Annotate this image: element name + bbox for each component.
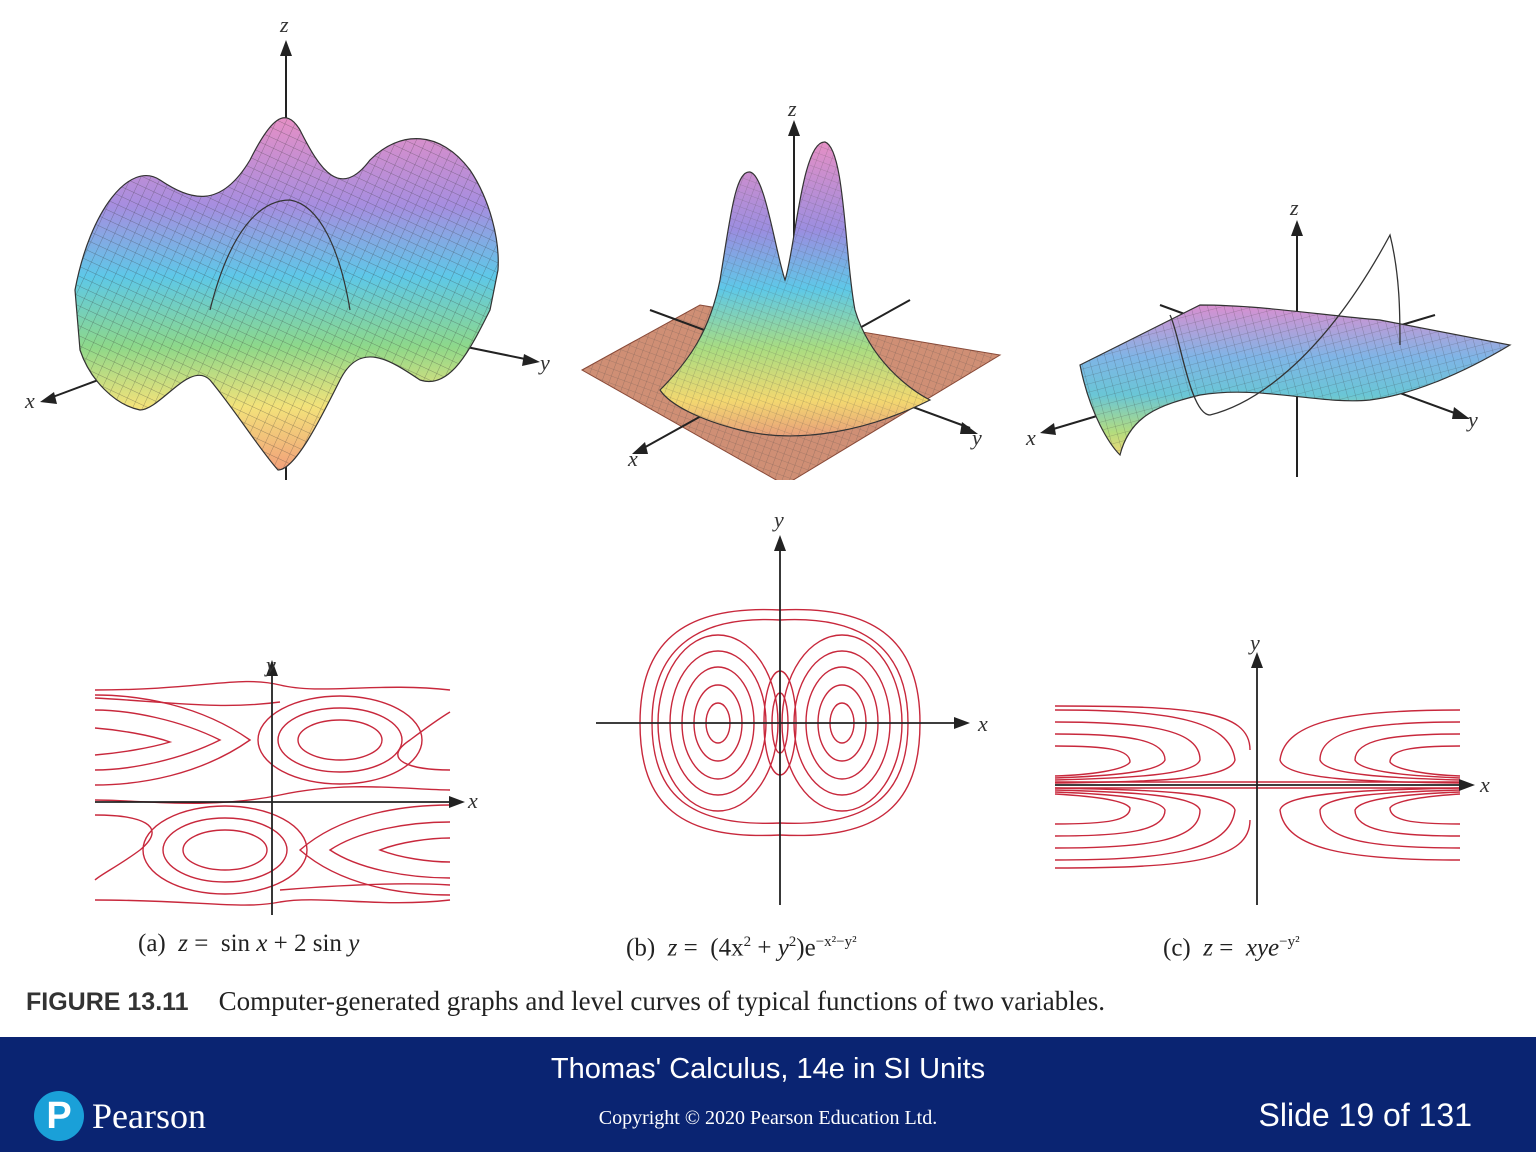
caption-c-exp: −y² xyxy=(1279,934,1300,950)
caption-a-y: y xyxy=(348,930,360,957)
pearson-p-icon: P xyxy=(34,1091,84,1141)
caption-b-plus: + xyxy=(757,934,772,962)
caption-a-sin2: 2 sin xyxy=(294,930,342,957)
graph-b-x-label: x xyxy=(627,446,638,471)
caption-b-eq: = xyxy=(683,934,698,962)
book-title: Thomas' Calculus, 14e in SI Units xyxy=(550,1053,986,1085)
caption-b-label: (b) xyxy=(626,934,656,962)
caption-a-label: (a) xyxy=(138,930,166,957)
graph-3d-b: z y x xyxy=(580,100,1002,480)
graph-c-y-label: y xyxy=(1466,407,1478,432)
caption-a-eq: = xyxy=(194,930,209,957)
pearson-logo: P Pearson xyxy=(34,1091,206,1141)
caption-b-close: )e xyxy=(796,934,816,962)
figure-caption: FIGURE 13.11 Computer-generated graphs an… xyxy=(26,986,1105,1017)
caption-b-z: z xyxy=(667,934,678,962)
graph-b-z-label: z xyxy=(787,100,797,121)
figure-text: Computer-generated graphs and level curv… xyxy=(218,986,1105,1016)
level-c-x-label: x xyxy=(1479,772,1490,797)
pearson-wordmark: Pearson xyxy=(92,1096,206,1136)
graph-b-y-label: y xyxy=(970,425,982,450)
caption-c-rhs: xye xyxy=(1245,934,1280,962)
figure-number: FIGURE 13.11 xyxy=(26,988,189,1016)
level-a-y-label: y xyxy=(264,652,276,677)
level-curves-c: y x xyxy=(1054,630,1490,905)
level-b-y-label: y xyxy=(772,507,784,532)
caption-c-eq: = xyxy=(1219,934,1234,962)
caption-a-z: z xyxy=(178,930,188,957)
caption-c-z: z xyxy=(1203,934,1213,962)
level-b-x-label: x xyxy=(977,711,988,736)
level-a-x-label: x xyxy=(467,788,478,813)
caption-a-plus: + xyxy=(273,930,288,957)
caption-a: (a) z = sin x + 2 sin y xyxy=(138,930,359,958)
caption-b-sq1: 2 xyxy=(743,934,752,950)
graph-a-x-label: x xyxy=(24,388,35,413)
caption-b-exp: −x²−y² xyxy=(815,934,857,950)
slide-counter: Slide 19 of 131 xyxy=(1258,1097,1473,1133)
graph-c-x-label: x xyxy=(1025,425,1036,450)
caption-c: (c) z = xye−y² xyxy=(1163,934,1300,962)
caption-b-open: (4x xyxy=(710,934,744,962)
graph-a-z-label: z xyxy=(279,12,289,37)
level-curves-b: y x xyxy=(596,507,988,905)
caption-b: (b) z = (4x2 + y2)e−x²−y² xyxy=(626,934,857,962)
footer-bar: Thomas' Calculus, 14e in SI Units P Pear… xyxy=(0,1037,1536,1152)
caption-a-x: x xyxy=(256,930,268,957)
copyright-text: Copyright © 2020 Pearson Education Ltd. xyxy=(598,1107,938,1129)
caption-b-y: y xyxy=(777,934,789,962)
caption-b-sq2: 2 xyxy=(788,934,797,950)
level-curves-a: y x xyxy=(94,652,478,915)
graph-3d-c: z y x xyxy=(1025,195,1512,477)
caption-a-sin1: sin xyxy=(220,930,251,957)
graph-c-z-label: z xyxy=(1289,195,1299,220)
caption-c-label: (c) xyxy=(1163,934,1191,962)
graph-3d-a: z y x xyxy=(24,12,550,480)
level-c-y-label: y xyxy=(1248,630,1260,655)
graph-a-y-label: y xyxy=(538,350,550,375)
